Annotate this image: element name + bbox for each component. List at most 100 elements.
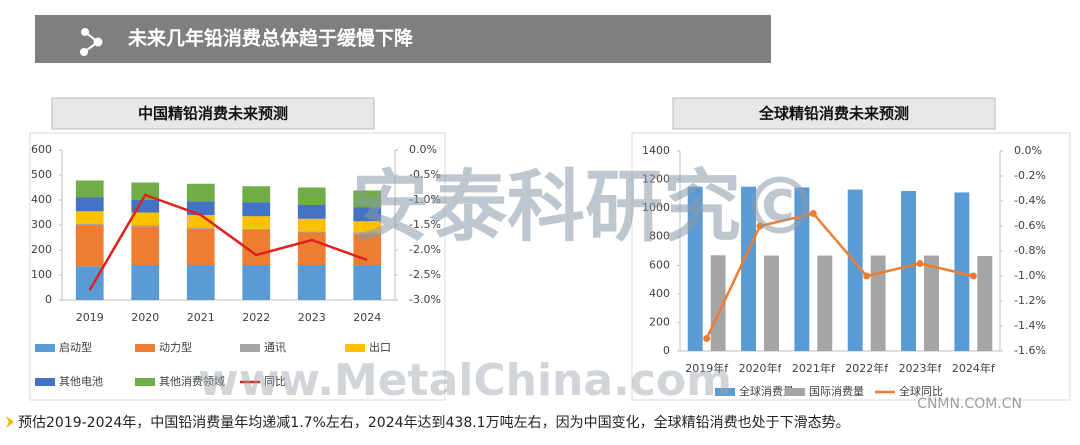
bar [242, 265, 271, 300]
bar [297, 232, 326, 265]
bar [353, 221, 382, 233]
line-point [703, 335, 711, 342]
y2-tick-label: -1.2% [1014, 294, 1046, 307]
bar [901, 191, 916, 351]
watermark: CNMN.COM.CN [917, 396, 1022, 412]
header-bar [35, 15, 771, 63]
y-tick-label: 1400 [642, 144, 670, 157]
bar [131, 182, 160, 200]
bar [75, 225, 104, 267]
x-tick-label: 2021 [187, 311, 215, 324]
x-tick-label: 2023 [298, 311, 326, 324]
bar [353, 207, 382, 222]
line-point [863, 272, 871, 280]
x-tick-label: 2020年f [739, 361, 783, 375]
bar [186, 201, 215, 215]
bar [794, 187, 810, 351]
bar [847, 189, 863, 351]
bullet-arrow [6, 416, 14, 428]
legend-label: 国际消费量 [809, 384, 864, 398]
x-tick-label: 2021年f [792, 361, 836, 375]
x-tick-label: 2020 [131, 311, 159, 324]
legend-label: 全球同比 [899, 384, 943, 398]
y-tick-label: 200 [649, 315, 670, 328]
y-tick-label: 0 [663, 344, 670, 357]
chart-frame [29, 132, 446, 401]
y2-tick-label: -1.4% [1014, 319, 1046, 332]
bar [75, 211, 104, 224]
watermark: 安泰科研究© [351, 162, 819, 252]
legend-swatch [345, 344, 365, 352]
footnote: 预估2019-2024年，中国铅消费量年均递减1.7%左右，2024年达到438… [18, 414, 850, 431]
line-point [756, 222, 764, 230]
y-tick-label: 400 [31, 193, 52, 206]
line-point [969, 272, 977, 280]
legend-swatch [715, 388, 735, 396]
bar [353, 232, 382, 234]
bar [186, 228, 215, 265]
legend-label: 出口 [369, 340, 391, 354]
line [88, 193, 368, 291]
y2-tick-label: -2.0% [409, 243, 441, 256]
legend-label: 启动型 [59, 340, 92, 354]
y-tick-label: 100 [31, 268, 52, 281]
bar [870, 255, 886, 351]
bar [764, 255, 779, 351]
y2-tick-label: -1.5% [409, 218, 441, 231]
chart-title-box [51, 97, 375, 130]
bar [924, 255, 939, 351]
y-tick-label: 500 [31, 168, 52, 181]
x-tick-label: 2023年f [899, 361, 943, 375]
bar [242, 216, 271, 229]
y2-tick-label: -2.5% [409, 268, 441, 281]
bar [186, 265, 215, 300]
bar [131, 226, 160, 265]
y-tick-label: 1200 [642, 173, 670, 186]
bar [741, 186, 756, 351]
y-tick-label: 0 [45, 293, 52, 306]
chart-title: 全球精铅消费未来预测 [758, 105, 909, 123]
bar [186, 183, 215, 202]
legend-swatch [135, 344, 155, 352]
y2-tick-label: -1.0% [409, 193, 441, 206]
legend-label: 通讯 [264, 341, 286, 354]
x-tick-label: 2024 [353, 311, 381, 324]
bar [710, 255, 726, 351]
bar [353, 190, 382, 208]
y2-tick-label: -3.0% [409, 293, 441, 306]
y2-tick-label: -1.0% [1014, 269, 1046, 282]
x-tick-label: 2022年f [845, 361, 889, 375]
bar [75, 223, 104, 225]
y2-tick-label: -1.6% [1014, 344, 1046, 357]
legend-swatch [35, 378, 55, 386]
bar [242, 186, 271, 203]
bar [817, 255, 833, 351]
legend-label: 同比 [264, 375, 286, 388]
bar [353, 265, 382, 300]
bar [977, 256, 993, 351]
y-tick-label: 600 [31, 143, 52, 156]
line [705, 212, 974, 340]
header-icon [80, 28, 103, 56]
y2-tick-label: -0.2% [1014, 169, 1046, 182]
x-tick-label: 2019年f [685, 361, 729, 375]
legend-swatch [785, 388, 805, 396]
legend-label: 动力型 [159, 340, 192, 354]
bar [186, 227, 215, 229]
y2-tick-label: -0.4% [1014, 194, 1046, 207]
bar [131, 200, 160, 213]
bar [131, 225, 160, 227]
x-tick-label: 2024年f [952, 361, 996, 375]
legend-label: 全球消费量 [739, 384, 794, 398]
legend-label: 其他消费领域 [159, 374, 225, 388]
bar [954, 192, 970, 351]
bar [687, 186, 703, 351]
y2-tick-label: -0.5% [409, 168, 441, 181]
bar [297, 205, 326, 219]
legend-swatch [240, 344, 260, 352]
chart-title-box [672, 97, 996, 130]
x-tick-label: 2019 [76, 311, 104, 324]
y-tick-label: 200 [31, 243, 52, 256]
